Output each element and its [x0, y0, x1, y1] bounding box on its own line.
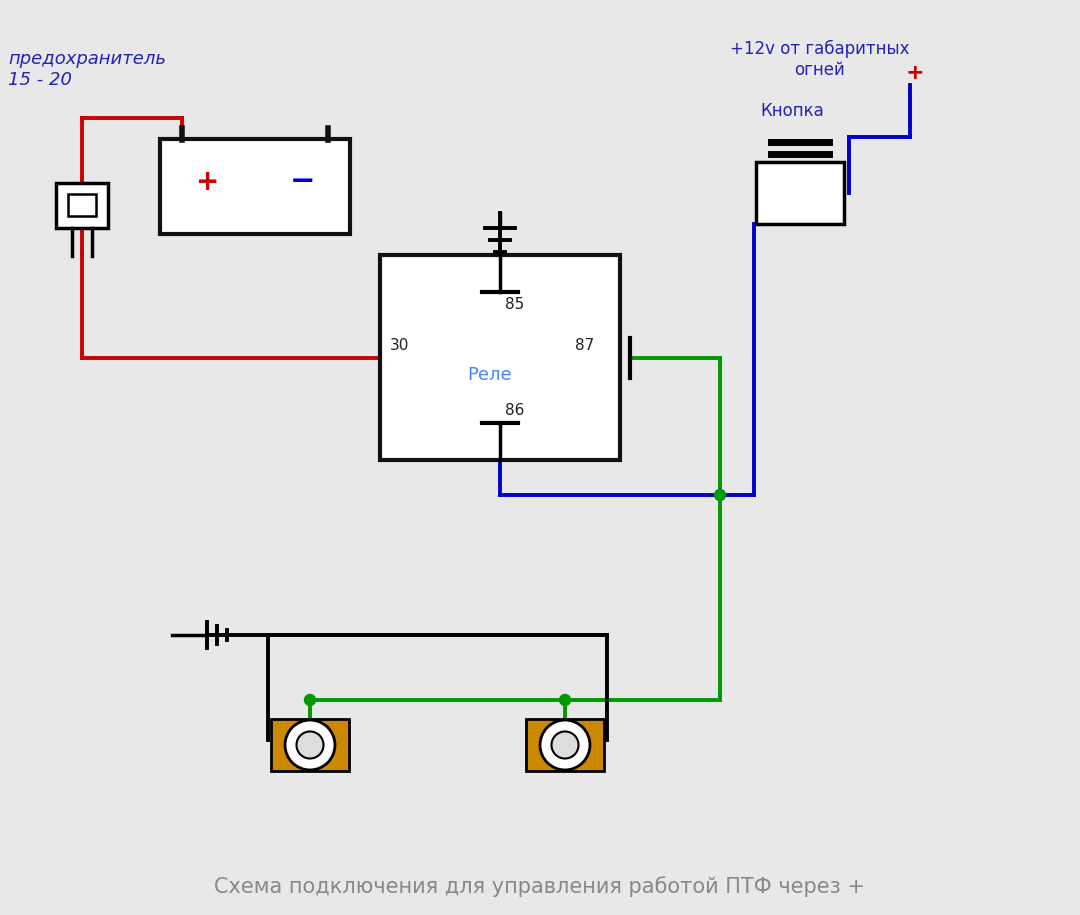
Bar — [271, 719, 349, 771]
Text: 85: 85 — [505, 296, 524, 312]
Circle shape — [305, 694, 315, 705]
Bar — [56, 182, 108, 228]
Text: +: + — [906, 63, 924, 83]
Bar — [380, 255, 620, 460]
Text: +: + — [195, 168, 219, 196]
Circle shape — [552, 731, 579, 759]
Bar — [756, 162, 843, 224]
Circle shape — [559, 694, 570, 705]
Bar — [160, 139, 350, 234]
Text: предохранитель
15 - 20: предохранитель 15 - 20 — [8, 50, 166, 89]
Text: 86: 86 — [505, 404, 525, 418]
Text: +12v от габаритных
огней: +12v от габаритных огней — [730, 40, 909, 79]
Circle shape — [297, 731, 324, 759]
Circle shape — [540, 720, 590, 770]
Text: Схема подключения для управления работой ПТФ через +: Схема подключения для управления работой… — [215, 877, 865, 898]
Text: 87: 87 — [575, 338, 594, 352]
Bar — [68, 194, 96, 216]
Text: Кнопка: Кнопка — [760, 102, 824, 120]
Text: 30: 30 — [390, 338, 409, 352]
Circle shape — [285, 720, 335, 770]
Circle shape — [715, 490, 726, 501]
Text: −: − — [289, 167, 315, 197]
Text: Реле: Реле — [468, 365, 512, 383]
Bar — [526, 719, 604, 771]
